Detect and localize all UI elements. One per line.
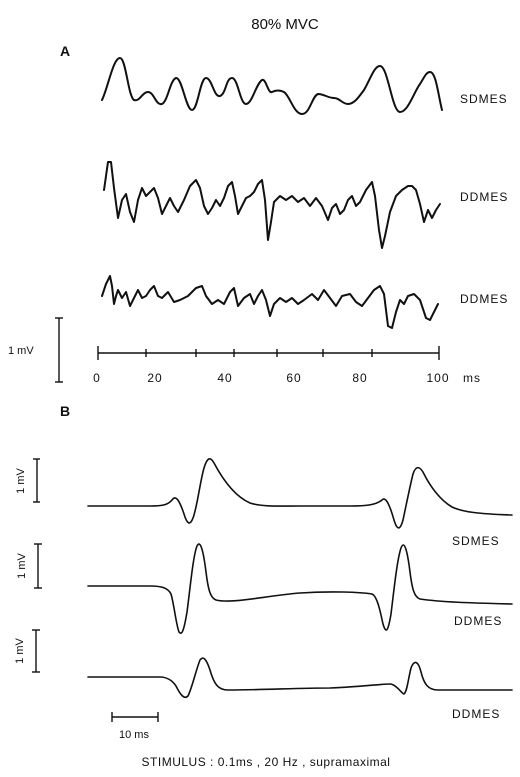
panel-a-tick-100: 100: [426, 371, 449, 385]
stimulus-caption: STIMULUS : 0.1ms , 20 Hz , supramaximal: [142, 755, 391, 769]
panel-a-trace-label-ddmes-2: DDMES: [460, 292, 508, 306]
panel-b-label: B: [60, 403, 70, 419]
panel-a-trace-sdmes: [101, 57, 443, 115]
panel-b-trace-label-ddmes-1: DDMES: [454, 614, 502, 628]
panel-a-tick-80: 80: [352, 371, 367, 385]
panel-b-scale-bar-sdmes: [33, 458, 40, 503]
panel-a-amplitude-scale-label: 1 mV: [8, 345, 34, 357]
panel-b-time-scale-bar: [111, 712, 159, 722]
panel-b-time-scale-label: 10 ms: [119, 729, 149, 741]
panel-a-time-axis: [97, 346, 440, 360]
panel-a-tick-60: 60: [286, 371, 301, 385]
panel-b-trace-ddmes-2: [87, 657, 513, 699]
panel-a-trace-label-ddmes-1: DDMES: [460, 190, 508, 204]
panel-b-scale-label-ddmes-1: 1 mV: [16, 553, 28, 579]
panel-b-scale-bar-ddmes-1: [34, 543, 42, 589]
panel-b-scale-label-sdmes: 1 mV: [15, 468, 27, 494]
panel-a-trace-ddmes-1: [103, 161, 441, 249]
panel-a-trace-ddmes-2: [101, 275, 439, 329]
panel-a-tick-0: 0: [93, 371, 101, 385]
figure-title: 80% MVC: [251, 16, 319, 33]
panel-a-trace-label-sdmes: SDMES: [460, 92, 508, 106]
panel-b-trace-label-sdmes: SDMES: [452, 534, 500, 548]
panel-b-scale-label-ddmes-2: 1 mV: [14, 638, 26, 664]
panel-b-trace-ddmes-1: [87, 543, 513, 634]
panel-b-scale-bar-ddmes-2: [32, 629, 40, 673]
panel-b-trace-sdmes: [87, 458, 513, 529]
panel-a-tick-40: 40: [217, 371, 232, 385]
panel-b-trace-label-ddmes-2: DDMES: [452, 707, 500, 721]
panel-a-tick-20: 20: [147, 371, 162, 385]
panel-a-label: A: [60, 43, 70, 59]
panel-a-time-unit: ms: [463, 371, 481, 385]
panel-a-amplitude-scale-bar: [55, 317, 63, 383]
